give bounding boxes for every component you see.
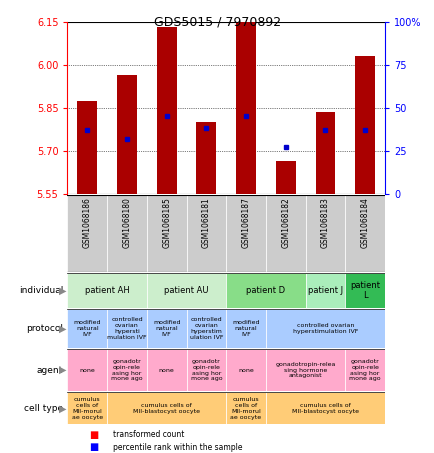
Text: modified
natural
IVF: modified natural IVF [73,320,101,337]
Bar [226,392,265,424]
Text: none: none [79,367,95,373]
Text: ▶: ▶ [59,403,66,414]
Bar [107,195,147,272]
Bar [305,195,345,272]
Text: GSM1068185: GSM1068185 [162,197,171,248]
Text: transformed count: transformed count [113,430,184,439]
Bar [226,273,305,308]
Bar [67,349,107,391]
Text: agent: agent [37,366,63,375]
Text: gonadotr
opin-rele
asing hor
mone ago: gonadotr opin-rele asing hor mone ago [349,359,380,381]
Bar [355,56,374,194]
Bar [67,273,147,308]
Bar [265,309,384,348]
Text: cumulus
cells of
MII-morul
ae oocyte: cumulus cells of MII-morul ae oocyte [230,397,261,419]
Text: cumulus cells of
MII-blastocyst oocyte: cumulus cells of MII-blastocyst oocyte [291,403,358,414]
Text: controlled
ovarian
hyperstim
ulation IVF: controlled ovarian hyperstim ulation IVF [189,317,223,340]
Text: GSM1068187: GSM1068187 [241,197,250,248]
Text: ▶: ▶ [59,365,66,375]
Bar [67,392,107,424]
Text: ▶: ▶ [59,323,66,333]
Text: ■: ■ [89,442,98,452]
Text: GSM1068182: GSM1068182 [281,197,289,248]
Bar [147,195,186,272]
Bar [345,273,384,308]
Bar [186,309,226,348]
Bar [107,309,147,348]
Bar [305,273,345,308]
Bar [147,349,186,391]
Bar [275,161,295,194]
Bar [107,392,226,424]
Text: percentile rank within the sample: percentile rank within the sample [113,443,242,452]
Text: GSM1068186: GSM1068186 [82,197,92,248]
Bar [156,28,176,194]
Text: patient
L: patient L [349,281,379,300]
Text: ▶: ▶ [59,285,66,295]
Text: patient J: patient J [307,286,342,295]
Text: gonadotr
opin-rele
asing hor
mone ago: gonadotr opin-rele asing hor mone ago [111,359,142,381]
Bar [117,75,137,194]
Text: gonadotropin-relea
sing hormone
antagonist: gonadotropin-relea sing hormone antagoni… [275,362,335,378]
Bar [196,122,216,194]
Bar [265,195,305,272]
Text: controlled
ovarian
hypersti
mulation IVF: controlled ovarian hypersti mulation IVF [107,317,146,340]
Bar [315,112,335,194]
Text: cell type: cell type [24,404,63,413]
Text: individual: individual [19,286,63,295]
Text: GSM1068181: GSM1068181 [201,197,210,248]
Text: gonadotr
opin-rele
asing hor
mone ago: gonadotr opin-rele asing hor mone ago [190,359,222,381]
Text: protocol: protocol [26,324,63,333]
Text: cumulus
cells of
MII-morul
ae oocyte: cumulus cells of MII-morul ae oocyte [72,397,102,419]
Bar [186,349,226,391]
Bar [147,309,186,348]
Text: modified
natural
IVF: modified natural IVF [232,320,259,337]
Bar [226,195,265,272]
Bar [67,309,107,348]
Text: GSM1068183: GSM1068183 [320,197,329,248]
Bar [236,22,255,194]
Text: none: none [158,367,174,373]
Text: ■: ■ [89,430,98,440]
Bar [226,349,265,391]
Text: controlled ovarian
hyperstimulation IVF: controlled ovarian hyperstimulation IVF [292,323,357,334]
Text: none: none [238,367,253,373]
Text: GSM1068180: GSM1068180 [122,197,131,248]
Text: cumulus cells of
MII-blastocyst oocyte: cumulus cells of MII-blastocyst oocyte [133,403,200,414]
Bar [265,392,384,424]
Text: GSM1068184: GSM1068184 [360,197,369,248]
Bar [226,309,265,348]
Bar [345,349,384,391]
Bar [107,349,147,391]
Bar [77,101,97,194]
Text: GDS5015 / 7970892: GDS5015 / 7970892 [154,16,280,29]
Bar [186,195,226,272]
Bar [67,195,107,272]
Bar [345,195,384,272]
Text: patient D: patient D [246,286,285,295]
Bar [147,273,226,308]
Text: modified
natural
IVF: modified natural IVF [153,320,180,337]
Bar [265,349,345,391]
Text: patient AU: patient AU [164,286,208,295]
Text: patient AH: patient AH [85,286,129,295]
